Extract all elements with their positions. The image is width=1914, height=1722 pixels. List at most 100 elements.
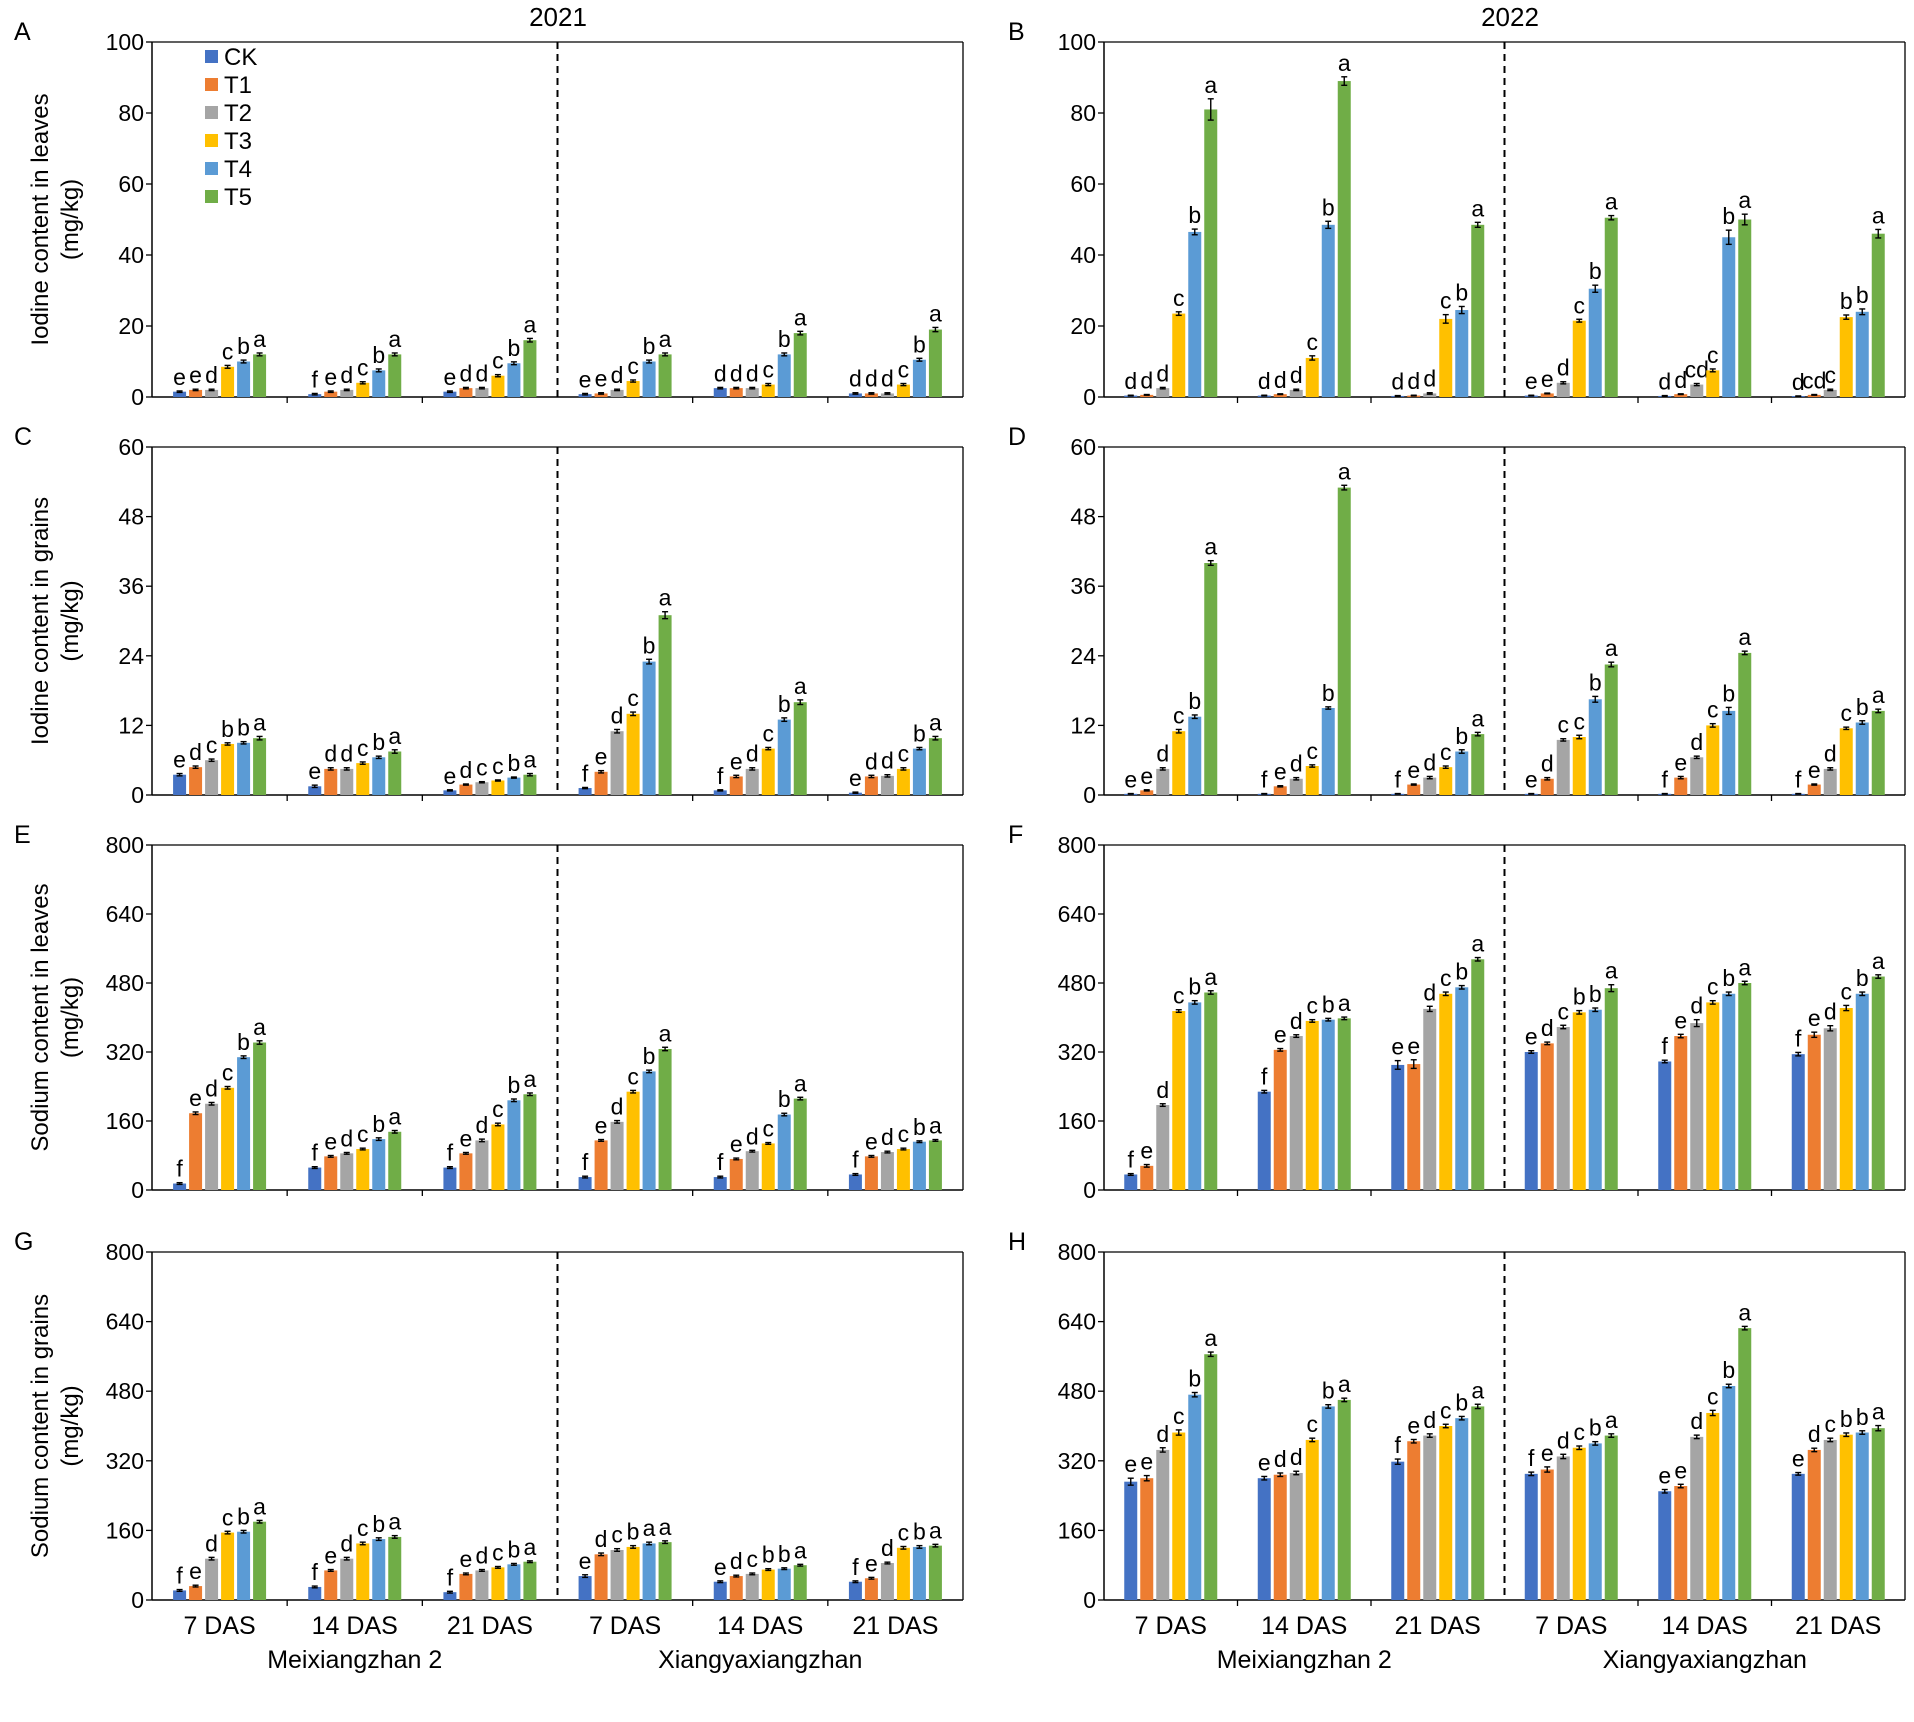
significance-letter: a (1471, 931, 1484, 957)
bar-A-T3 (491, 375, 505, 397)
bar-H-T1 (1540, 1469, 1554, 1600)
significance-letter: a (929, 1517, 942, 1543)
bar-D-T4 (1321, 708, 1335, 795)
bar-A-T4 (372, 370, 386, 397)
panel-E: E 0 160 320 480 640 800 Sodium content in leave… (14, 821, 964, 1203)
bar-D-T1 (1807, 784, 1821, 795)
significance-letter: c (1574, 708, 1586, 734)
bar-C-T5 (658, 615, 672, 795)
bar-A-T3 (761, 384, 775, 397)
significance-letter: c (611, 1522, 623, 1548)
significance-letter: e (324, 364, 337, 390)
bar-G-T1 (729, 1576, 743, 1600)
bar-E-T3 (896, 1149, 910, 1190)
significance-letter: e (1407, 1033, 1420, 1059)
significance-letter: b (1322, 991, 1335, 1017)
bar-F-T3 (1305, 1020, 1319, 1190)
bar-A-T5 (928, 329, 942, 397)
significance-letter: d (460, 757, 473, 783)
bar-B-T5 (1604, 217, 1618, 397)
significance-letter: e (1792, 1446, 1805, 1472)
significance-letter: a (1738, 1299, 1751, 1325)
significance-letter: d (1792, 369, 1805, 395)
bar-C-T5 (793, 702, 807, 795)
significance-letter: d (1690, 993, 1703, 1019)
significance-letter: d (1423, 366, 1436, 392)
bar-B-T1 (1140, 394, 1154, 397)
bar-F-CK (1124, 1174, 1138, 1190)
significance-letter: e (460, 1546, 473, 1572)
bar-F-T5 (1204, 992, 1218, 1190)
significance-letter: b (778, 326, 791, 352)
significance-letter: a (929, 1113, 942, 1139)
significance-letter: b (1322, 680, 1335, 706)
bar-D-T4 (1455, 751, 1469, 795)
significance-letter: c (898, 1121, 910, 1147)
x-tick-label: 14 DAS (1662, 1612, 1748, 1640)
significance-letter: d (340, 1530, 353, 1556)
bar-B-T4 (1188, 231, 1202, 397)
bar-D-T4 (1188, 716, 1202, 795)
bar-A-T1 (594, 393, 608, 397)
significance-letter: a (659, 1514, 672, 1540)
bar-G-T4 (912, 1546, 926, 1600)
significance-letter: f (312, 1140, 319, 1166)
significance-letter: c (492, 1096, 504, 1122)
significance-letter: e (865, 1550, 878, 1576)
significance-letter: e (1140, 1449, 1153, 1475)
significance-letter: a (1872, 682, 1885, 708)
bar-E-CK (578, 1177, 592, 1190)
panel-C: C 0 12 24 36 48 60 Iodine content in grains (mg/… (14, 423, 964, 808)
significance-letter: c (898, 1519, 910, 1545)
bar-D-T5 (1871, 710, 1885, 795)
bar-C-CK (443, 790, 457, 795)
significance-letter: a (929, 709, 942, 735)
y-tick-label: 160 (1058, 1108, 1096, 1134)
y-tick-label: 320 (1058, 1039, 1096, 1065)
bar-C-T2 (475, 782, 489, 795)
legend-swatch-CK (205, 50, 218, 63)
significance-letter: a (1471, 705, 1484, 731)
bar-F-CK (1524, 1052, 1538, 1190)
bar-D-T5 (1337, 487, 1351, 795)
bar-B-T3 (1706, 370, 1720, 397)
y-tick-label: 0 (131, 1587, 144, 1613)
bar-H-CK (1257, 1478, 1271, 1600)
significance-letter: d (611, 362, 624, 388)
bar-H-T2 (1823, 1439, 1837, 1600)
significance-letter: d (1541, 1015, 1554, 1041)
significance-letter: d (714, 360, 727, 386)
significance-letter: a (1605, 1407, 1618, 1433)
bar-G-T2 (610, 1549, 624, 1600)
bar-D-T1 (1540, 778, 1554, 795)
significance-letter: e (1391, 1034, 1404, 1060)
significance-letter: b (508, 1072, 521, 1098)
bar-E-T4 (642, 1071, 656, 1190)
bar-F-T4 (1321, 1019, 1335, 1190)
y-tick-label: 40 (1070, 242, 1096, 268)
significance-letter: cd (1802, 368, 1826, 394)
bar-E-T3 (761, 1143, 775, 1190)
bar-E-CK (443, 1167, 457, 1190)
significance-letter: b (913, 720, 926, 746)
significance-letter: e (1274, 1022, 1287, 1048)
significance-letter: b (237, 1029, 250, 1055)
bar-D-T2 (1289, 778, 1303, 795)
significance-letter: d (476, 360, 489, 386)
bar-H-T4 (1588, 1443, 1602, 1600)
significance-letter: f (1662, 767, 1669, 793)
y-tick-label: 0 (1083, 1587, 1096, 1613)
significance-letter: c (627, 685, 639, 711)
significance-letter: f (312, 1559, 319, 1585)
significance-letter: b (1589, 669, 1602, 695)
bar-B-T2 (1289, 389, 1303, 397)
bar-E-T2 (340, 1153, 354, 1190)
significance-letter: c (1707, 1383, 1719, 1409)
significance-letter: c (763, 357, 775, 383)
significance-letter: e (730, 1131, 743, 1157)
bar-C-T2 (610, 731, 624, 795)
bar-B-T5 (1471, 224, 1485, 397)
bar-C-T3 (356, 763, 370, 795)
significance-letter: d (1541, 751, 1554, 777)
y-tick-label: 60 (1070, 434, 1096, 460)
